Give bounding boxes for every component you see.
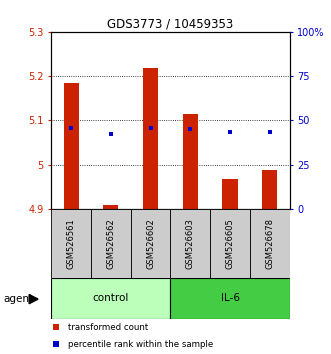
Bar xyxy=(222,179,238,209)
Text: GSM526678: GSM526678 xyxy=(265,218,274,269)
Text: transformed count: transformed count xyxy=(68,323,148,332)
Text: GSM526603: GSM526603 xyxy=(186,218,195,269)
Text: GSM526605: GSM526605 xyxy=(225,218,235,269)
Text: GSM526562: GSM526562 xyxy=(106,218,116,269)
Text: GSM526602: GSM526602 xyxy=(146,218,155,269)
Bar xyxy=(64,83,79,209)
Polygon shape xyxy=(29,295,38,304)
Bar xyxy=(250,209,290,278)
Bar xyxy=(51,209,91,278)
Bar xyxy=(103,205,118,209)
Text: IL-6: IL-6 xyxy=(220,293,240,303)
Bar xyxy=(170,209,210,278)
Text: percentile rank within the sample: percentile rank within the sample xyxy=(68,339,213,349)
Bar xyxy=(143,68,158,209)
Bar xyxy=(210,209,250,278)
Bar xyxy=(91,209,131,278)
Bar xyxy=(170,278,290,319)
Text: agent: agent xyxy=(3,294,33,304)
Bar xyxy=(262,170,277,209)
Text: GSM526561: GSM526561 xyxy=(67,218,76,269)
Text: control: control xyxy=(93,293,129,303)
Title: GDS3773 / 10459353: GDS3773 / 10459353 xyxy=(107,18,234,31)
Bar xyxy=(131,209,170,278)
Bar xyxy=(51,278,170,319)
Bar xyxy=(183,114,198,209)
